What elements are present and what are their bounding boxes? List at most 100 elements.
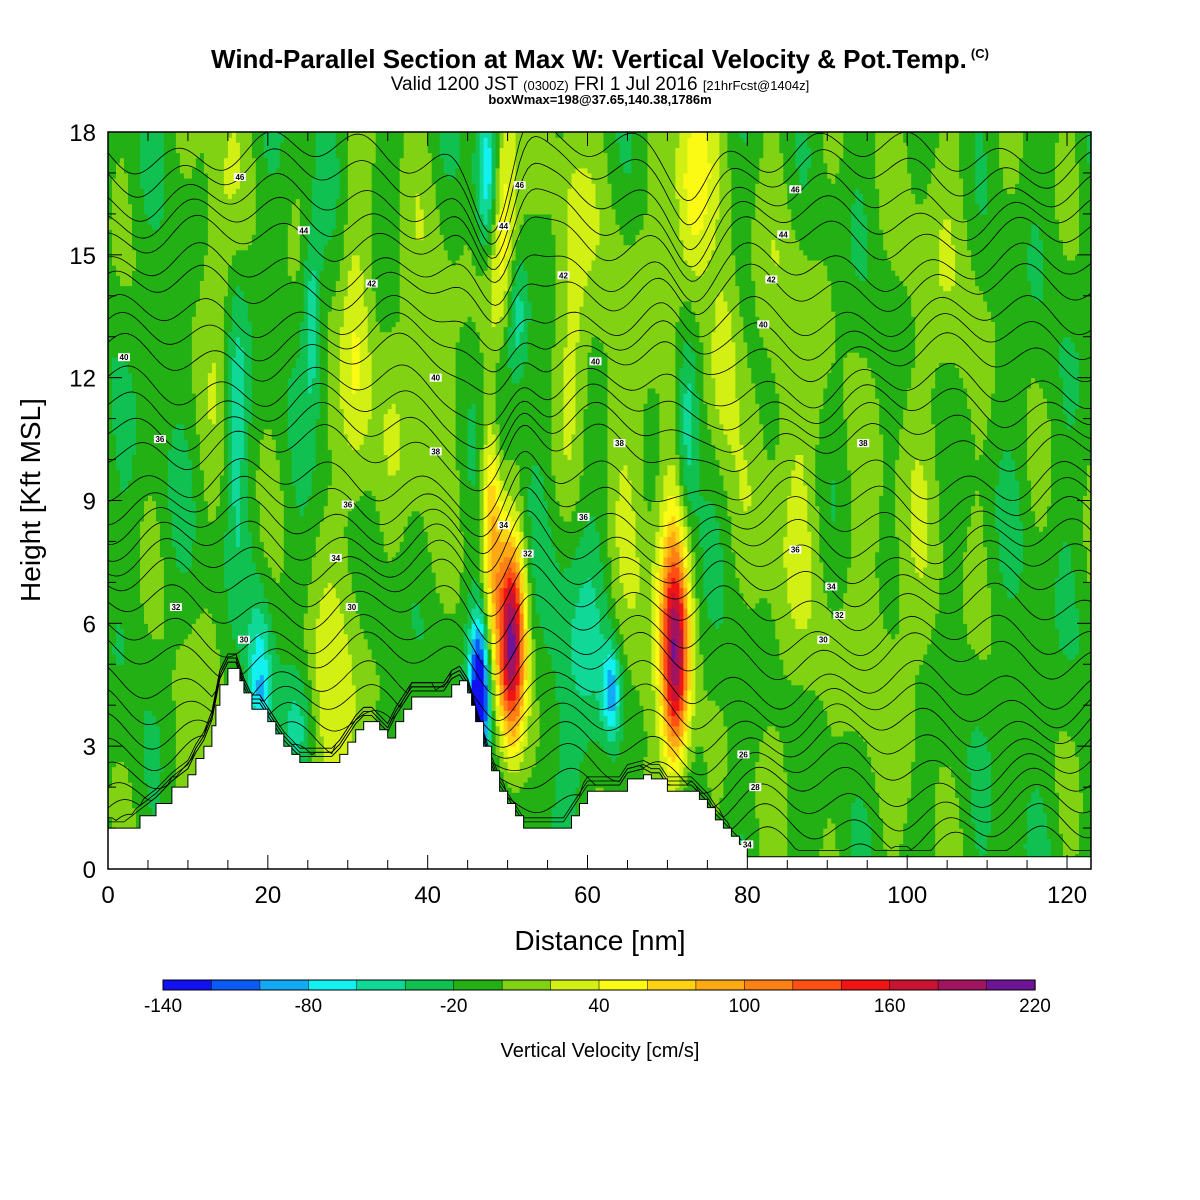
- velocity-cell: [128, 613, 133, 619]
- velocity-cell: [132, 521, 137, 527]
- velocity-cell: [124, 367, 129, 373]
- velocity-cell: [132, 470, 137, 476]
- velocity-cell: [124, 495, 129, 501]
- velocity-cell: [120, 664, 125, 670]
- velocity-cell: [120, 470, 125, 476]
- velocity-cell: [120, 731, 125, 737]
- velocity-cell: [116, 439, 121, 445]
- velocity-cell: [136, 526, 141, 532]
- velocity-cell: [120, 593, 125, 599]
- velocity-cell: [136, 782, 141, 788]
- velocity-cell: [124, 751, 129, 757]
- velocity-cell: [112, 419, 117, 425]
- velocity-cell: [116, 485, 121, 491]
- velocity-cell: [136, 634, 141, 640]
- velocity-cell: [120, 367, 125, 373]
- velocity-cell: [136, 434, 141, 440]
- velocity-cell: [124, 562, 129, 568]
- velocity-cell: [124, 444, 129, 450]
- velocity-cell: [132, 818, 137, 824]
- velocity-cell: [128, 147, 133, 153]
- velocity-cell: [116, 664, 121, 670]
- velocity-cell: [136, 664, 141, 670]
- velocity-cell: [116, 603, 121, 609]
- velocity-cell: [132, 383, 137, 389]
- velocity-cell: [116, 449, 121, 455]
- velocity-cell: [120, 475, 125, 481]
- velocity-cell: [116, 598, 121, 604]
- velocity-cell: [112, 572, 117, 578]
- velocity-cell: [132, 403, 137, 409]
- velocity-cell: [132, 137, 137, 143]
- velocity-cell: [132, 291, 137, 297]
- velocity-cell: [112, 444, 117, 450]
- velocity-cell: [128, 721, 133, 727]
- velocity-cell: [128, 777, 133, 783]
- velocity-cell: [112, 327, 117, 333]
- velocity-cell: [128, 485, 133, 491]
- velocity-cell: [124, 434, 129, 440]
- velocity-cell: [112, 173, 117, 179]
- velocity-cell: [124, 403, 129, 409]
- velocity-cell: [120, 439, 125, 445]
- velocity-cell: [128, 219, 133, 225]
- velocity-cell: [120, 142, 125, 148]
- velocity-cell: [120, 695, 125, 701]
- velocity-cell: [132, 214, 137, 220]
- velocity-cell: [140, 731, 145, 737]
- velocity-cell: [120, 562, 125, 568]
- velocity-cell: [128, 787, 133, 793]
- velocity-cell: [132, 536, 137, 542]
- velocity-cell: [124, 137, 129, 143]
- velocity-cell: [124, 705, 129, 711]
- velocity-cell: [120, 265, 125, 271]
- velocity-cell: [116, 388, 121, 394]
- velocity-cell: [112, 388, 117, 394]
- velocity-cell: [128, 680, 133, 686]
- velocity-cell: [128, 398, 133, 404]
- velocity-cell: [132, 199, 137, 205]
- velocity-cell: [132, 204, 137, 210]
- velocity-cell: [128, 367, 133, 373]
- velocity-cell: [124, 316, 129, 322]
- velocity-cell: [112, 767, 117, 773]
- velocity-cell: [128, 434, 133, 440]
- velocity-cell: [132, 613, 137, 619]
- velocity-cell: [112, 685, 117, 691]
- velocity-cell: [132, 741, 137, 747]
- velocity-cell: [136, 454, 141, 460]
- velocity-cell: [136, 357, 141, 363]
- velocity-cell: [136, 373, 141, 379]
- velocity-cell: [120, 137, 125, 143]
- velocity-cell: [136, 332, 141, 338]
- velocity-cell: [128, 429, 133, 435]
- velocity-cell: [128, 137, 133, 143]
- velocity-cell: [116, 777, 121, 783]
- velocity-cell: [136, 736, 141, 742]
- velocity-cell: [112, 163, 117, 169]
- velocity-cell: [112, 449, 117, 455]
- velocity-cell: [132, 756, 137, 762]
- velocity-cell: [112, 183, 117, 189]
- velocity-cell: [120, 808, 125, 814]
- velocity-cell: [136, 163, 141, 169]
- velocity-cell: [120, 582, 125, 588]
- velocity-cell: [112, 547, 117, 553]
- velocity-cell: [128, 342, 133, 348]
- velocity-cell: [116, 301, 121, 307]
- velocity-cell: [116, 705, 121, 711]
- velocity-cell: [124, 756, 129, 762]
- velocity-cell: [132, 378, 137, 384]
- velocity-cell: [120, 434, 125, 440]
- velocity-cell: [116, 347, 121, 353]
- velocity-cell: [112, 321, 117, 327]
- velocity-cell: [124, 470, 129, 476]
- velocity-cell: [136, 675, 141, 681]
- velocity-cell: [128, 593, 133, 599]
- velocity-cell: [120, 306, 125, 312]
- velocity-cell: [120, 598, 125, 604]
- velocity-cell: [116, 209, 121, 215]
- velocity-cell: [132, 163, 137, 169]
- velocity-cell: [120, 219, 125, 225]
- velocity-cell: [112, 408, 117, 414]
